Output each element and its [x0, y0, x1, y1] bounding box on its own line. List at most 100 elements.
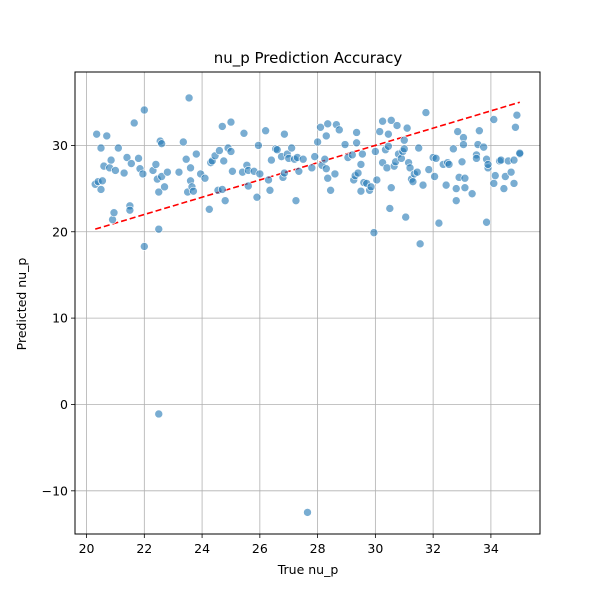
scatter-point: [316, 122, 325, 132]
scatter-point: [217, 122, 227, 131]
scatter-point: [353, 168, 363, 178]
scatter-point: [386, 183, 396, 193]
scatter-point: [371, 147, 380, 156]
scatter-point: [356, 186, 366, 196]
scatter-point: [378, 116, 387, 126]
scatter-point: [181, 154, 191, 164]
scatter-point: [160, 182, 169, 192]
scatter-point: [434, 218, 444, 228]
scatter-point: [512, 110, 522, 120]
scatter-point: [267, 155, 276, 165]
scatter-point: [140, 105, 149, 115]
scatter-point: [265, 186, 275, 195]
scatter-point: [444, 160, 454, 169]
scatter-point: [109, 208, 119, 218]
scatter-point: [321, 131, 331, 141]
scatter-point: [460, 173, 470, 183]
scatter-point: [219, 156, 229, 166]
scatter-point: [384, 129, 393, 139]
scatter-point: [205, 205, 214, 214]
scatter-point: [499, 184, 509, 193]
scatter-point: [489, 179, 499, 188]
scatter-point: [122, 153, 132, 162]
scatter-point: [96, 185, 106, 194]
scatter-point: [154, 187, 164, 197]
x-tick-label: 26: [252, 541, 268, 556]
scatter-point: [174, 167, 184, 177]
scatter-point: [291, 196, 301, 205]
x-tick-label: 34: [483, 541, 499, 556]
scatter-point: [408, 177, 418, 186]
scatter-point: [334, 125, 344, 135]
scatter-point: [467, 189, 477, 199]
scatter-point: [272, 145, 282, 155]
scatter-point: [102, 131, 112, 141]
x-tick-label: 20: [79, 541, 95, 556]
scatter-point: [243, 181, 253, 191]
scatter-point: [483, 160, 493, 169]
scatter-point: [287, 143, 296, 153]
x-axis-ticks: 20 22 24 26 28 30 32 34: [79, 534, 499, 556]
scatter-point: [310, 152, 320, 161]
scatter-point: [140, 242, 149, 251]
scatter-point: [386, 116, 396, 125]
scatter-point: [399, 135, 409, 145]
scatter-point: [119, 168, 129, 178]
y-axis-ticks: −10 0 10 20 30: [42, 138, 75, 498]
scatter-point: [385, 204, 395, 213]
y-axis-label: Predicted nu_p: [14, 258, 29, 351]
scatter-point: [134, 154, 143, 163]
scatter-point: [154, 224, 164, 234]
scatter-point: [127, 159, 136, 168]
scatter-point: [384, 141, 393, 151]
scatter-point: [412, 167, 422, 177]
scatter-point: [402, 123, 412, 133]
scatter-point: [228, 167, 237, 176]
scatter-point: [501, 172, 510, 181]
scatter-point: [496, 155, 506, 165]
scatter-point: [321, 164, 331, 174]
scatter-point: [415, 239, 425, 249]
scatter-point: [98, 176, 107, 186]
scatter-point: [449, 144, 458, 154]
y-tick-label: 20: [52, 224, 68, 239]
scatter-point: [254, 141, 263, 150]
y-tick-label: −10: [42, 483, 68, 498]
scatter-point: [430, 172, 439, 181]
scatter-point: [320, 154, 330, 164]
scatter-point: [399, 144, 409, 154]
scatter-point: [347, 150, 357, 160]
scatter-point: [157, 172, 166, 181]
scatter-point: [129, 118, 139, 128]
scatter-point: [352, 128, 361, 137]
scatter-point: [192, 149, 201, 159]
x-tick-label: 28: [310, 541, 326, 556]
plot-area-frame: [74, 71, 541, 535]
scatter-point: [489, 115, 499, 124]
scatter-point: [457, 157, 467, 167]
scatter-point: [382, 163, 392, 173]
scatter-point: [303, 508, 312, 517]
scatter-point: [369, 228, 379, 237]
scatter-point: [441, 180, 451, 190]
scatter-point: [405, 163, 415, 173]
x-tick-label: 24: [194, 541, 210, 556]
scatter-point: [138, 169, 148, 179]
reference-line: [94, 101, 521, 230]
scatter-point: [506, 167, 516, 177]
x-tick-label: 32: [425, 541, 441, 556]
chart-title: nu_p Prediction Accuracy: [214, 49, 403, 68]
y-tick-label: 10: [52, 311, 68, 326]
scatter-point: [106, 155, 116, 165]
scatter-point: [472, 154, 481, 163]
scatter-point: [460, 183, 470, 193]
scatter-point: [108, 215, 117, 224]
scatter-point: [280, 129, 289, 139]
scatter-point: [255, 169, 265, 179]
scatter-point: [372, 175, 382, 185]
x-axis-label: True nu_p: [277, 562, 339, 577]
scatter-point: [509, 179, 519, 188]
scatter-point: [96, 143, 106, 153]
scatter-point: [453, 127, 462, 136]
